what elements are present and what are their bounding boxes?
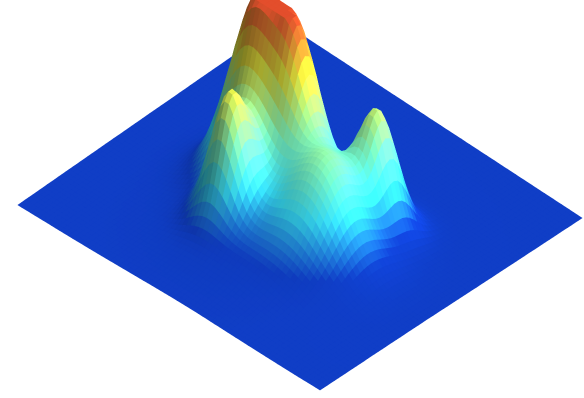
surface-mesh bbox=[17, 0, 583, 391]
